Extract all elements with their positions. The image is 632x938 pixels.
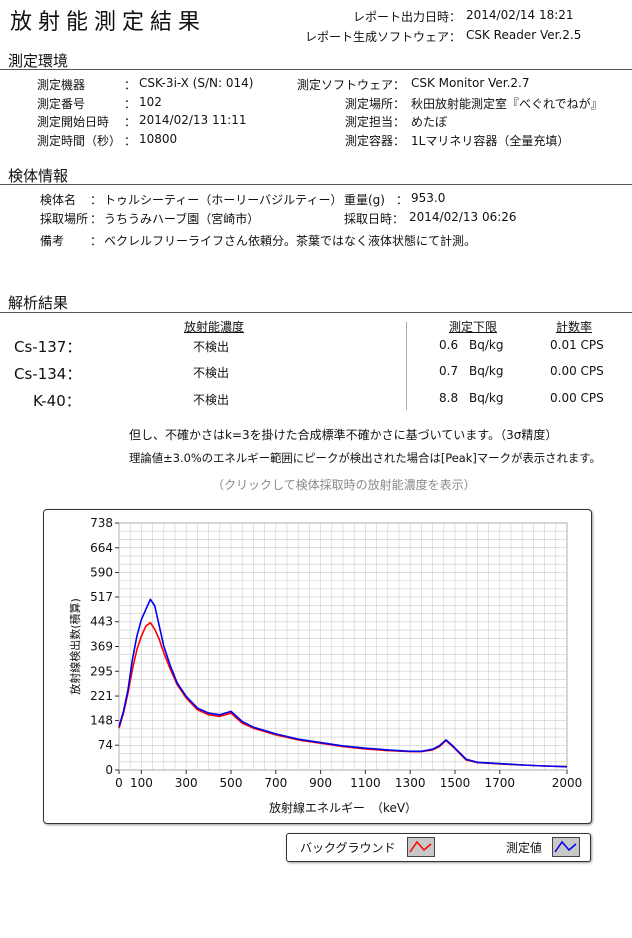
colon: ： xyxy=(90,212,103,226)
divider xyxy=(0,184,632,185)
sample-name-label: 検体名 xyxy=(40,193,77,207)
row-concentration: 不検出 xyxy=(193,340,230,354)
divider xyxy=(0,69,632,70)
sample-note-value: ベクレルフリーライフさん依頼分。茶葉ではなく液体状態にて計測。 xyxy=(104,234,477,248)
colon: ： xyxy=(124,78,137,92)
duration-value: 10800 xyxy=(139,132,178,146)
y-tick-label: 295 xyxy=(90,664,113,678)
y-tick-label: 369 xyxy=(90,640,113,654)
row-concentration: 不検出 xyxy=(193,393,230,407)
col-concentration: 放射能濃度 xyxy=(184,320,245,334)
report-time: 2014/02/14 18:21 xyxy=(466,8,574,22)
y-tick-label: 517 xyxy=(90,590,113,604)
row-unit: Bq/kg xyxy=(469,338,504,352)
legend-background-swatch xyxy=(407,837,435,857)
x-tick-label: 1700 xyxy=(485,776,516,790)
sample-date-label: 採取日時： xyxy=(344,212,405,226)
y-tick-label: 74 xyxy=(98,738,113,752)
spectrum-svg: 0 100 300 500 700 900 1100 1300 1500 1700 2000 0 74 1… xyxy=(68,516,583,815)
sample-heading: 検体情報 xyxy=(8,167,69,185)
env-heading: 測定環境 xyxy=(8,52,69,70)
y-tick-label: 664 xyxy=(90,541,113,555)
msoft-value: CSK Monitor Ver.2.7 xyxy=(411,76,530,90)
weight-value: 953.0 xyxy=(411,191,446,205)
container-label: 測定容器： xyxy=(345,134,406,148)
row-limit: 8.8 xyxy=(439,391,459,405)
number-value: 102 xyxy=(139,95,162,109)
row-unit: Bq/kg xyxy=(469,364,504,378)
legend-measured-label: 測定値 xyxy=(506,841,543,855)
msoft-label: 測定ソフトウェア： xyxy=(297,78,406,92)
sample-date-value: 2014/02/13 06:26 xyxy=(409,210,517,224)
x-tick-label: 0 xyxy=(115,776,123,790)
y-axis-label: 放射線検出数(積算) xyxy=(68,598,82,695)
colon: ： xyxy=(124,115,137,129)
row-unit: Bq/kg xyxy=(469,391,504,405)
measured-series-line xyxy=(118,598,568,768)
start-label: 測定開始日時 xyxy=(37,115,110,129)
x-tick-label: 500 xyxy=(220,776,243,790)
row-isotope: Cs-137： xyxy=(14,338,82,356)
col-rate: 計数率 xyxy=(556,320,593,334)
column-separator xyxy=(406,322,407,410)
row-rate: 0.00 CPS xyxy=(550,364,604,378)
device-value: CSK-3i-X (S/N: 014) xyxy=(139,76,254,90)
peak-note: 理論値±3.0%のエネルギー範囲にピークが検出された場合は[Peak]マークが表… xyxy=(129,451,601,465)
staff-value: めたぼ xyxy=(411,115,448,129)
start-value: 2014/02/13 11:11 xyxy=(139,113,247,127)
results-heading: 解析結果 xyxy=(8,294,69,312)
x-tick-label: 2000 xyxy=(552,776,583,790)
y-tick-label: 590 xyxy=(90,566,113,580)
y-tick-label: 443 xyxy=(90,615,113,629)
row-limit: 0.7 xyxy=(439,364,459,378)
spectrum-chart: 0 100 300 500 700 900 1100 1300 1500 1700 2000 0 74 1… xyxy=(43,509,592,824)
x-axis-label: 放射線エネルギー （keV） xyxy=(269,800,417,815)
x-tick-label: 1100 xyxy=(350,776,381,790)
sample-site-value: うちうみハーブ園（宮崎市） xyxy=(104,212,260,226)
divider xyxy=(0,312,632,313)
place-label: 測定場所： xyxy=(345,97,406,111)
legend-background-label: バックグラウンド xyxy=(300,841,396,855)
decay-correction-link[interactable]: （クリックして検体採取時の放射能濃度を表示） xyxy=(212,478,476,492)
sample-note-label: 備考 xyxy=(40,234,65,248)
y-tick-label: 738 xyxy=(90,516,113,530)
x-tick-label: 300 xyxy=(175,776,198,790)
colon: ： xyxy=(124,97,137,111)
y-tick-label: 0 xyxy=(105,763,113,777)
row-concentration: 不検出 xyxy=(193,366,230,380)
y-tick-label: 221 xyxy=(90,689,113,703)
device-label: 測定機器 xyxy=(37,78,86,92)
place-value: 秋田放射能測定室『べぐれでねが』 xyxy=(411,97,603,111)
x-tick-label: 900 xyxy=(309,776,332,790)
software: CSK Reader Ver.2.5 xyxy=(466,28,582,42)
weight-label: 重量(g) xyxy=(344,193,385,207)
x-tick-label: 700 xyxy=(264,776,287,790)
y-tick-label: 148 xyxy=(90,713,113,727)
x-tick-label: 100 xyxy=(130,776,153,790)
x-tick-label: 1500 xyxy=(440,776,471,790)
col-limit: 測定下限 xyxy=(449,320,498,334)
row-isotope: K-40： xyxy=(33,392,81,410)
sample-site-label: 採取場所 xyxy=(40,212,89,226)
sample-name-value: トゥルシーティー（ホーリーバジルティー） xyxy=(104,193,343,207)
duration-label: 測定時間（秒） xyxy=(37,134,122,148)
container-value: 1Lマリネリ容器（全量充填） xyxy=(411,134,570,148)
number-label: 測定番号 xyxy=(37,97,86,111)
chart-legend: バックグラウンド 測定値 xyxy=(286,833,591,862)
row-limit: 0.6 xyxy=(439,338,459,352)
report-time-label: レポート出力日時： xyxy=(353,10,462,24)
row-rate: 0.00 CPS xyxy=(550,391,604,405)
staff-label: 測定担当： xyxy=(345,115,406,129)
row-rate: 0.01 CPS xyxy=(550,338,604,352)
software-label: レポート生成ソフトウェア： xyxy=(305,30,462,44)
x-tick-label: 1300 xyxy=(395,776,426,790)
row-isotope: Cs-134： xyxy=(14,365,82,383)
page-title: 放射能測定結果 xyxy=(10,10,207,35)
legend-measured-swatch xyxy=(552,837,580,857)
colon: ： xyxy=(124,134,137,148)
colon: ： xyxy=(396,193,409,207)
uncertainty-note: 但し、不確かさはk=3を掛けた合成標準不確かさに基づいています。（3σ精度） xyxy=(129,428,558,442)
colon: ： xyxy=(90,234,103,248)
colon: ： xyxy=(90,193,103,207)
